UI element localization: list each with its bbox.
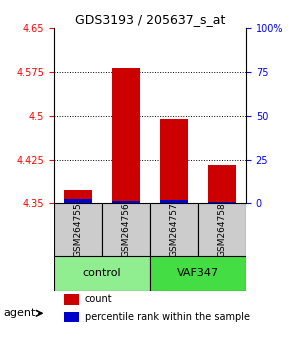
Text: GSM264757: GSM264757 <box>169 202 178 257</box>
Text: agent: agent <box>3 308 35 318</box>
FancyBboxPatch shape <box>102 203 150 256</box>
Text: VAF347: VAF347 <box>177 268 219 278</box>
Bar <box>64 312 79 322</box>
Bar <box>160 200 188 203</box>
Bar <box>64 190 92 203</box>
Text: GSM264755: GSM264755 <box>74 202 82 257</box>
Bar <box>160 119 188 203</box>
FancyBboxPatch shape <box>150 256 246 291</box>
Bar <box>64 294 79 305</box>
Title: GDS3193 / 205637_s_at: GDS3193 / 205637_s_at <box>75 13 225 26</box>
Bar <box>64 199 92 203</box>
FancyBboxPatch shape <box>198 203 246 256</box>
FancyBboxPatch shape <box>150 203 198 256</box>
Text: percentile rank within the sample: percentile rank within the sample <box>85 312 250 322</box>
Bar <box>112 68 140 203</box>
Text: GSM264756: GSM264756 <box>122 202 130 257</box>
Text: GSM264758: GSM264758 <box>218 202 226 257</box>
Bar <box>112 201 140 203</box>
Text: count: count <box>85 295 112 304</box>
Text: control: control <box>83 268 121 278</box>
FancyBboxPatch shape <box>54 203 102 256</box>
Bar <box>208 202 236 203</box>
Bar <box>208 165 236 203</box>
FancyBboxPatch shape <box>54 256 150 291</box>
